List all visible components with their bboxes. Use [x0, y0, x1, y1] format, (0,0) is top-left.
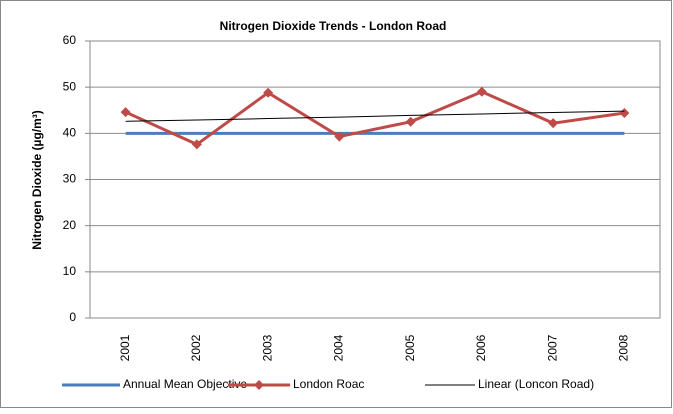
- chart-title: Nitrogen Dioxide Trends - London Road: [220, 19, 447, 33]
- y-tick-label: 50: [63, 79, 77, 93]
- legend: Annual Mean Objective London Roac Linear (…: [62, 377, 594, 391]
- x-tick-label: 2002: [189, 334, 203, 361]
- x-tick-label: 2003: [260, 334, 274, 361]
- point-marker: [619, 108, 630, 119]
- marks: [120, 86, 630, 150]
- point-marker: [334, 131, 345, 142]
- legend-label: Linear (Loncon Road): [478, 377, 594, 391]
- legend-label: London Roac: [293, 377, 364, 391]
- series-line: [125, 90, 625, 147]
- y-tick-label: 20: [63, 218, 77, 232]
- x-tick-label: 2004: [332, 334, 346, 361]
- point-marker: [476, 86, 487, 97]
- point-marker: [405, 116, 416, 127]
- x-tick-label: 2007: [545, 334, 559, 361]
- y-tick-label: 60: [63, 33, 77, 47]
- plot-frame: [89, 40, 661, 319]
- legend-marker: [254, 380, 264, 390]
- x-tick-label: 2006: [474, 334, 488, 361]
- x-tick-label: 2008: [617, 334, 631, 361]
- x-tick-label: 2001: [118, 334, 132, 361]
- y-tick-label: 0: [69, 310, 76, 324]
- y-tick-label: 30: [63, 172, 77, 186]
- point-marker: [191, 139, 202, 150]
- point-marker: [263, 87, 274, 98]
- point-marker: [548, 118, 559, 129]
- y-tick-label: 40: [63, 126, 77, 140]
- point-marker: [120, 107, 131, 118]
- series-line: [125, 110, 625, 122]
- legend-label: Annual Mean Objective: [123, 377, 247, 391]
- y-axis-label: Nitrogen Dioxide (µg/m³): [30, 110, 44, 250]
- x-tick-label: 2005: [403, 334, 417, 361]
- y-tick-label: 10: [63, 264, 77, 278]
